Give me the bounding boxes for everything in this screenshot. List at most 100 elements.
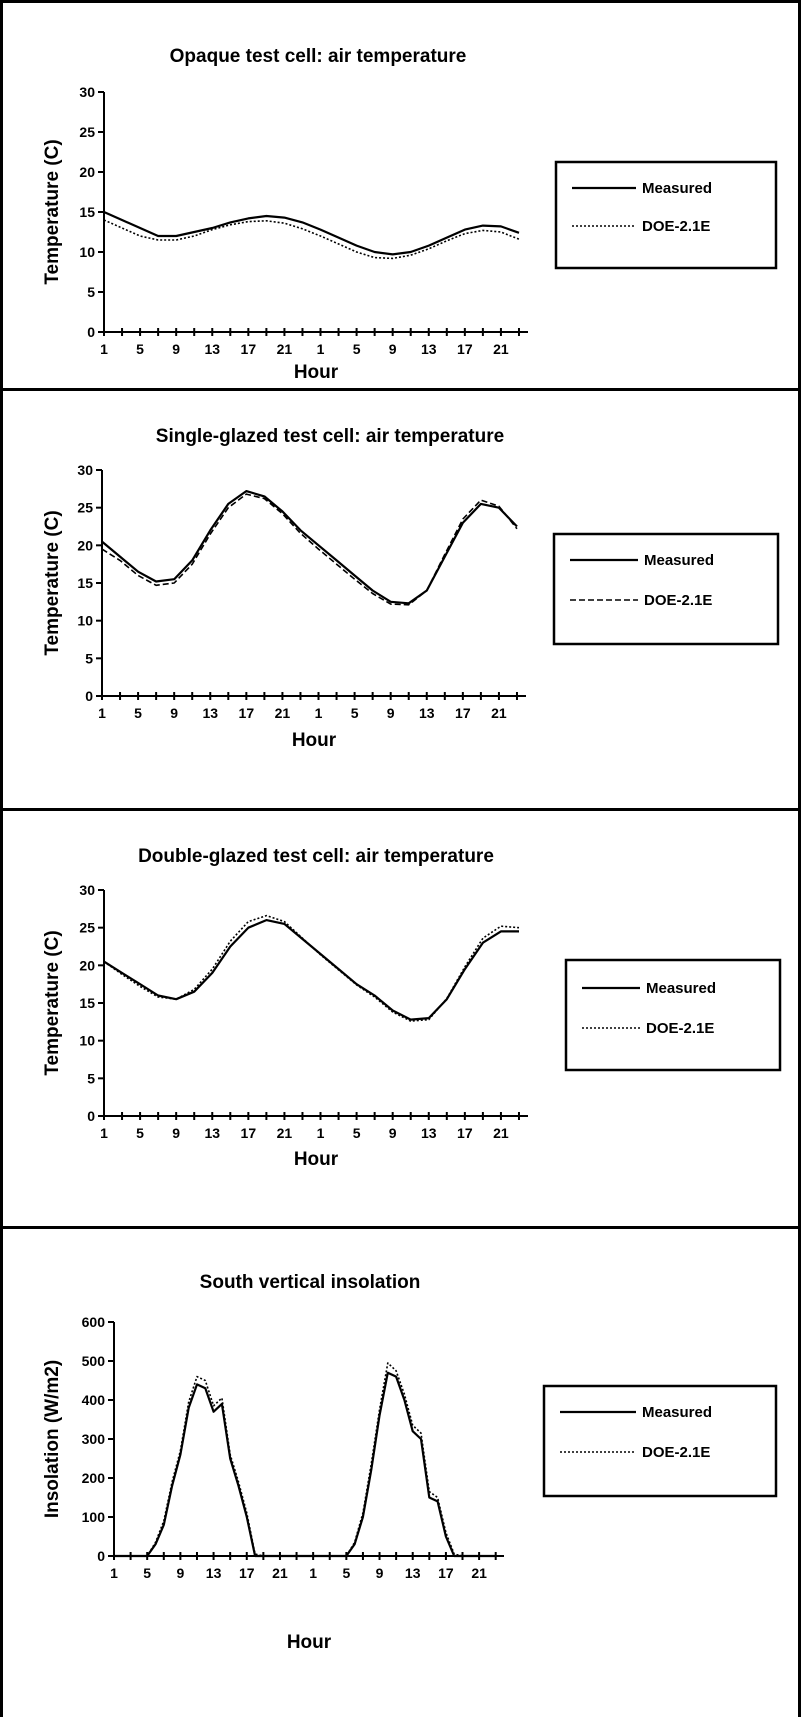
legend-label: DOE-2.1E [644, 592, 712, 609]
x-tick-label: 13 [204, 341, 220, 357]
x-axis-title: Hour [287, 1632, 332, 1653]
panel-separator [0, 808, 801, 811]
legend-label: Measured [642, 180, 712, 197]
x-tick-label: 21 [491, 705, 507, 721]
legend-box [564, 958, 782, 1072]
legend-box [542, 1384, 778, 1498]
x-tick-label: 21 [277, 1125, 293, 1141]
y-axis-title: Temperature (C) [42, 930, 63, 1075]
series-line-measured [103, 918, 519, 1021]
x-tick-label: 21 [471, 1565, 487, 1581]
chart-title: Single-glazed test cell: air temperature [156, 426, 504, 447]
x-tick-label: 1 [315, 705, 323, 721]
chart-svg: Opaque test cell: air temperature 0 5 10 15 2… [42, 46, 778, 383]
x-tick-label: 5 [143, 1565, 151, 1581]
y-tick-label: 500 [82, 1353, 106, 1369]
y-tick-label: 100 [82, 1509, 106, 1525]
y-tick-label: 5 [87, 1070, 95, 1086]
y-tick-label: 5 [85, 650, 93, 666]
x-tick-label: 5 [136, 1125, 144, 1141]
legend-box [554, 160, 778, 270]
x-tick-label: 17 [457, 1125, 473, 1141]
legend-label: DOE-2.1E [646, 1020, 714, 1037]
x-tick-label: 5 [351, 705, 359, 721]
legend-label: Measured [642, 1404, 712, 1421]
x-tick-label: 21 [493, 1125, 509, 1141]
x-axis-title: Hour [292, 730, 337, 751]
chart-svg: South vertical insolation 0 100 200 300 400 50… [42, 1272, 778, 1653]
x-tick-label: 17 [455, 705, 471, 721]
y-tick-label: 600 [82, 1314, 106, 1330]
y-tick-label: 10 [79, 244, 95, 260]
y-tick-label: 10 [77, 613, 93, 629]
x-tick-label: 17 [239, 1565, 255, 1581]
x-tick-label: 13 [405, 1565, 421, 1581]
series-line-doe-2-1e [103, 219, 520, 260]
x-tick-label: 1 [110, 1565, 118, 1581]
x-tick-label: 17 [457, 341, 473, 357]
x-tick-label: 5 [342, 1565, 350, 1581]
y-tick-label: 200 [82, 1470, 106, 1486]
y-tick-label: 25 [77, 500, 93, 516]
x-tick-label: 9 [172, 1125, 180, 1141]
panel-separator [0, 1226, 801, 1229]
y-tick-label: 400 [82, 1392, 106, 1408]
y-tick-label: 30 [79, 84, 95, 100]
series-line-measured [103, 210, 520, 256]
frame-left-border [0, 0, 3, 1717]
x-tick-label: 13 [202, 705, 218, 721]
y-axis-title: Temperature (C) [42, 510, 63, 655]
x-tick-label: 5 [353, 341, 361, 357]
x-tick-label: 5 [353, 1125, 361, 1141]
x-tick-label: 13 [421, 341, 437, 357]
chart-title: Double-glazed test cell: air temperature [138, 846, 494, 867]
x-tick-label: 9 [170, 705, 178, 721]
legend-label: Measured [646, 980, 716, 997]
y-tick-label: 0 [97, 1548, 105, 1564]
y-tick-label: 15 [79, 204, 95, 220]
x-tick-label: 17 [438, 1565, 454, 1581]
x-tick-label: 9 [387, 705, 395, 721]
legend-box [552, 532, 780, 646]
x-axis-title: Hour [294, 362, 339, 383]
x-tick-label: 9 [389, 341, 397, 357]
series-line-doe-2-1e [114, 1362, 496, 1557]
chart-svg: Double-glazed test cell: air temperature… [42, 846, 782, 1170]
y-tick-label: 10 [79, 1033, 95, 1049]
chart-panel-insolation: South vertical insolation 0 100 200 300 400 50… [0, 1228, 801, 1717]
y-tick-label: 25 [79, 920, 95, 936]
x-tick-label: 1 [309, 1565, 317, 1581]
frame-right-border [798, 0, 801, 1717]
x-tick-label: 21 [493, 341, 509, 357]
series-line-doe-2-1e [101, 493, 518, 606]
x-tick-label: 21 [275, 705, 291, 721]
x-tick-label: 1 [98, 705, 106, 721]
chart-panel-opaque: Opaque test cell: air temperature 0 5 10 15 2… [0, 0, 801, 388]
chart-title: South vertical insolation [200, 1272, 421, 1293]
y-tick-label: 25 [79, 124, 95, 140]
series-line-measured [114, 1371, 496, 1558]
panel-separator [0, 388, 801, 391]
x-tick-label: 1 [100, 1125, 108, 1141]
x-axis-title: Hour [294, 1149, 339, 1170]
x-tick-label: 21 [272, 1565, 288, 1581]
x-tick-label: 13 [421, 1125, 437, 1141]
y-tick-label: 0 [87, 324, 95, 340]
x-tick-label: 13 [204, 1125, 220, 1141]
legend-label: DOE-2.1E [642, 218, 710, 235]
chart-title: Opaque test cell: air temperature [170, 46, 467, 67]
y-tick-label: 20 [77, 537, 93, 553]
series-line-doe-2-1e [103, 914, 520, 1022]
chart-svg: Single-glazed test cell: air temperature… [42, 426, 780, 751]
x-tick-label: 13 [419, 705, 435, 721]
x-tick-label: 5 [134, 705, 142, 721]
y-tick-label: 20 [79, 957, 95, 973]
x-tick-label: 17 [239, 705, 255, 721]
y-axis-title: Temperature (C) [42, 139, 63, 284]
y-tick-label: 300 [82, 1431, 106, 1447]
x-tick-label: 17 [241, 341, 257, 357]
y-tick-label: 5 [87, 284, 95, 300]
x-tick-label: 1 [317, 1125, 325, 1141]
x-tick-label: 17 [241, 1125, 257, 1141]
series-line-measured [101, 489, 518, 605]
